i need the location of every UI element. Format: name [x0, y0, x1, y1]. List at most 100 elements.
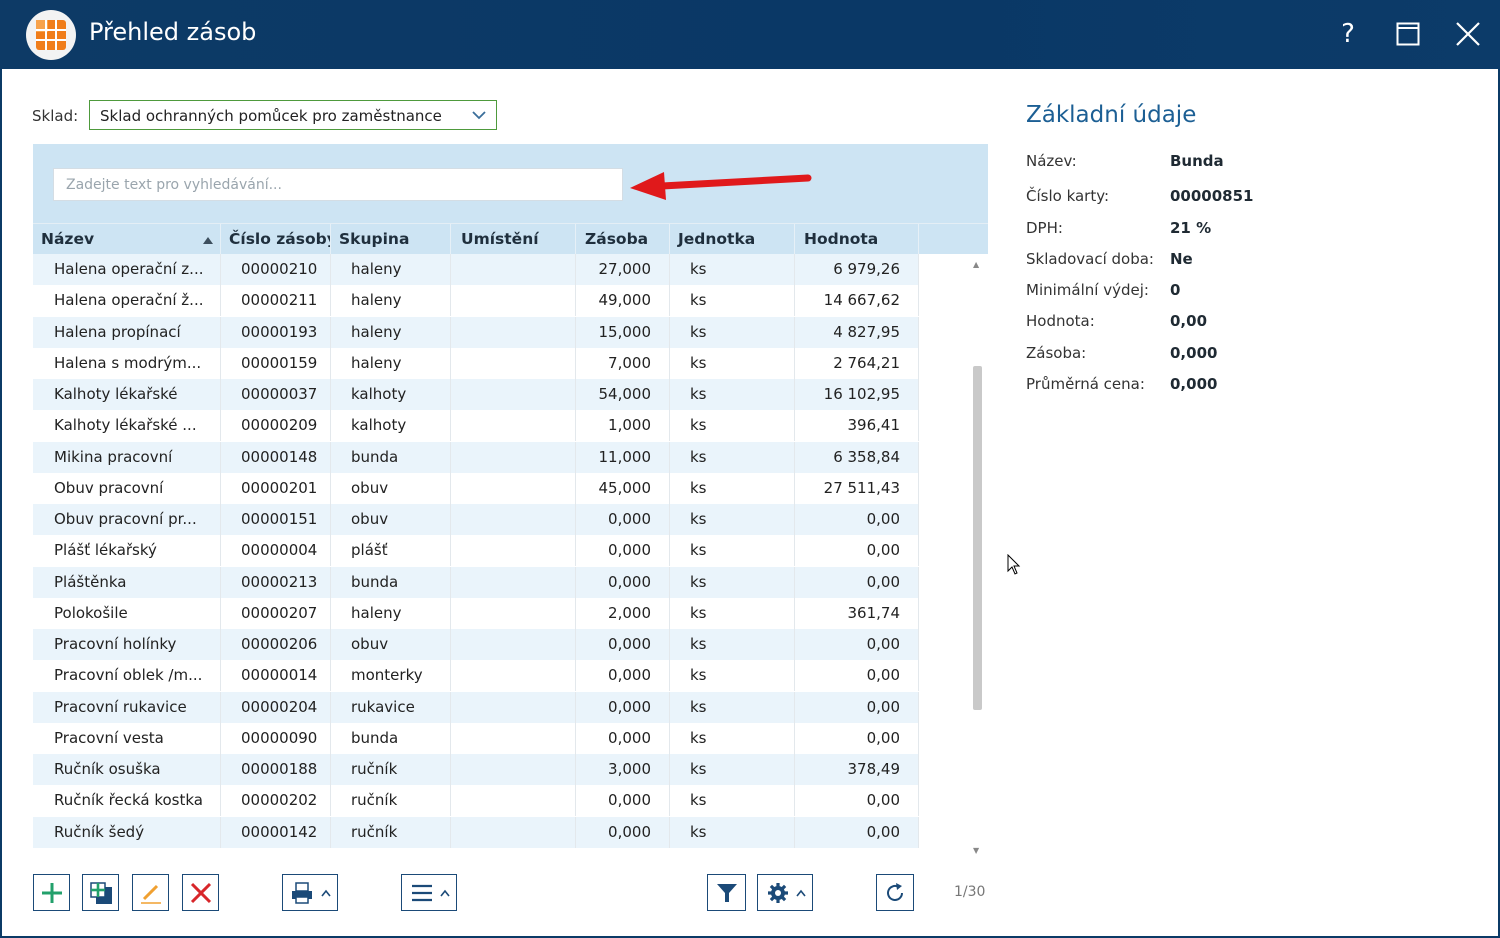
copy-button[interactable]: [82, 874, 119, 911]
cell-nazev: Halena operační z...: [33, 254, 221, 285]
cell-umisteni: [451, 410, 576, 442]
detail-value: 0,000: [1170, 344, 1218, 362]
printer-icon: [292, 882, 312, 904]
cell-skupina: rukavice: [331, 691, 451, 723]
pencil-icon: [141, 884, 161, 904]
add-button[interactable]: [33, 874, 70, 911]
column-header-nazev[interactable]: Název: [33, 224, 221, 255]
help-button[interactable]: ?: [1330, 16, 1366, 52]
scroll-down-icon[interactable]: ▼: [973, 846, 980, 855]
menu-button[interactable]: [401, 874, 457, 911]
cell-jednotka: ks: [670, 504, 795, 535]
gear-icon: [768, 883, 788, 903]
cell-jednotka: ks: [670, 816, 795, 848]
cell-cislo-zasoby: 00000213: [221, 566, 331, 598]
delete-button[interactable]: [182, 874, 219, 911]
cell-nazev: Pracovní vesta: [33, 722, 221, 754]
table-row[interactable]: Pracovní rukavice 00000204 rukavice 0,000 ks…: [33, 691, 919, 723]
cell-hodnota: 14 667,62: [795, 285, 919, 317]
grid-header: Název Číslo zásoby Skupina Umístění Záso…: [33, 223, 988, 255]
cell-umisteni: [451, 629, 576, 660]
table-row[interactable]: Mikina pracovní 00000148 bunda 11,000 ks 6 35…: [33, 441, 919, 473]
table-row[interactable]: Ručník řecká kostka 00000202 ručník 0,000 ks…: [33, 785, 919, 817]
cell-umisteni: [451, 566, 576, 598]
table-row[interactable]: Pláštěnka 00000213 bunda 0,000 ks 0,00: [33, 566, 919, 598]
cell-skupina: kalhoty: [331, 410, 451, 442]
cell-jednotka: ks: [670, 754, 795, 785]
warehouse-select-value: Sklad ochranných pomůcek pro zaměstnance: [100, 107, 442, 125]
table-row[interactable]: Obuv pracovní pr... 00000151 obuv 0,000 ks 0,…: [33, 504, 919, 536]
table-row[interactable]: Halena s modrým... 00000159 haleny 7,000 ks 2…: [33, 347, 919, 379]
cell-cislo-zasoby: 00000014: [221, 660, 331, 692]
cell-zasoba: 11,000: [576, 441, 670, 473]
scroll-up-icon[interactable]: ▲: [973, 260, 980, 269]
cell-nazev: Mikina pracovní: [33, 441, 221, 473]
detail-label: DPH:: [1026, 219, 1063, 237]
detail-value: Bunda: [1170, 152, 1224, 170]
stock-grid: Název Číslo zásoby Skupina Umístění Záso…: [33, 144, 988, 861]
cell-hodnota: 4 827,95: [795, 316, 919, 348]
cell-umisteni: [451, 504, 576, 535]
vertical-scrollbar[interactable]: ▲ ▼: [967, 254, 988, 861]
settings-menu-button[interactable]: [757, 874, 813, 911]
cell-umisteni: [451, 254, 576, 285]
refresh-button[interactable]: [876, 874, 914, 911]
cell-nazev: Pracovní holínky: [33, 629, 221, 660]
column-header-zasoba[interactable]: Zásoba: [576, 224, 670, 255]
maximize-button[interactable]: [1390, 16, 1426, 52]
cell-hodnota: 396,41: [795, 410, 919, 442]
table-row[interactable]: Ručník osuška 00000188 ručník 3,000 ks 378,49: [33, 754, 919, 786]
cell-jednotka: ks: [670, 472, 795, 504]
cell-zasoba: 0,000: [576, 535, 670, 567]
cell-zasoba: 2,000: [576, 597, 670, 629]
cell-zasoba: 27,000: [576, 254, 670, 285]
filter-button[interactable]: [707, 874, 746, 911]
column-header-skupina[interactable]: Skupina: [331, 224, 451, 255]
table-row[interactable]: Obuv pracovní 00000201 obuv 45,000 ks 27 511,…: [33, 472, 919, 504]
table-row[interactable]: Halena operační ž... 00000211 haleny 49,000…: [33, 285, 919, 317]
cell-zasoba: 0,000: [576, 629, 670, 660]
search-input[interactable]: [53, 168, 623, 201]
cell-nazev: Obuv pracovní: [33, 472, 221, 504]
edit-button[interactable]: [132, 874, 169, 911]
close-button[interactable]: [1450, 16, 1486, 52]
cell-umisteni: [451, 379, 576, 410]
table-row[interactable]: Pracovní oblek /m... 00000014 monterky 0,00…: [33, 660, 919, 692]
copy-add-icon: [90, 882, 112, 904]
cell-jednotka: ks: [670, 285, 795, 317]
table-row[interactable]: Pracovní vesta 00000090 bunda 0,000 ks 0,00: [33, 722, 919, 754]
table-row[interactable]: Kalhoty lékařské ... 00000209 kalhoty 1,000…: [33, 410, 919, 442]
table-row[interactable]: Pracovní holínky 00000206 obuv 0,000 ks 0,00: [33, 629, 919, 661]
cell-nazev: Pracovní rukavice: [33, 691, 221, 723]
cell-nazev: Halena propínací: [33, 316, 221, 348]
cell-nazev: Kalhoty lékařské ...: [33, 410, 221, 442]
cell-umisteni: [451, 816, 576, 848]
grid-rows: Halena operační z... 00000210 haleny 27,000…: [33, 254, 919, 861]
cell-zasoba: 0,000: [576, 504, 670, 535]
column-header-umisteni[interactable]: Umístění: [451, 224, 576, 255]
cell-cislo-zasoby: 00000151: [221, 504, 331, 535]
cell-jednotka: ks: [670, 316, 795, 348]
table-row[interactable]: Halena operační z... 00000210 haleny 27,000…: [33, 254, 919, 286]
plus-icon: [42, 883, 62, 903]
column-header-cislo-zasoby[interactable]: Číslo zásoby: [221, 224, 331, 255]
scroll-thumb[interactable]: [973, 366, 982, 710]
cell-jednotka: ks: [670, 660, 795, 692]
warehouse-select[interactable]: Sklad ochranných pomůcek pro zaměstnance: [89, 100, 497, 130]
chevron-up-icon: [321, 889, 331, 897]
cell-cislo-zasoby: 00000004: [221, 535, 331, 567]
detail-label: Název:: [1026, 152, 1077, 170]
table-row[interactable]: Kalhoty lékařské 00000037 kalhoty 54,000 ks 1…: [33, 379, 919, 411]
print-menu-button[interactable]: [282, 874, 338, 911]
table-row[interactable]: Polokošile 00000207 haleny 2,000 ks 361,74: [33, 597, 919, 629]
cell-zasoba: 49,000: [576, 285, 670, 317]
cell-umisteni: [451, 691, 576, 723]
table-row[interactable]: Plášť lékařský 00000004 plášť 0,000 ks 0,00: [33, 535, 919, 567]
column-header-jednotka[interactable]: Jednotka: [670, 224, 795, 255]
table-row[interactable]: Ručník šedý 00000142 ručník 0,000 ks 0,00: [33, 816, 919, 848]
table-row[interactable]: Halena propínací 00000193 haleny 15,000 ks 4 …: [33, 316, 919, 348]
column-header-hodnota[interactable]: Hodnota: [795, 224, 919, 255]
maximize-icon: [1396, 22, 1420, 46]
cell-cislo-zasoby: 00000193: [221, 316, 331, 348]
cell-skupina: ručník: [331, 785, 451, 817]
